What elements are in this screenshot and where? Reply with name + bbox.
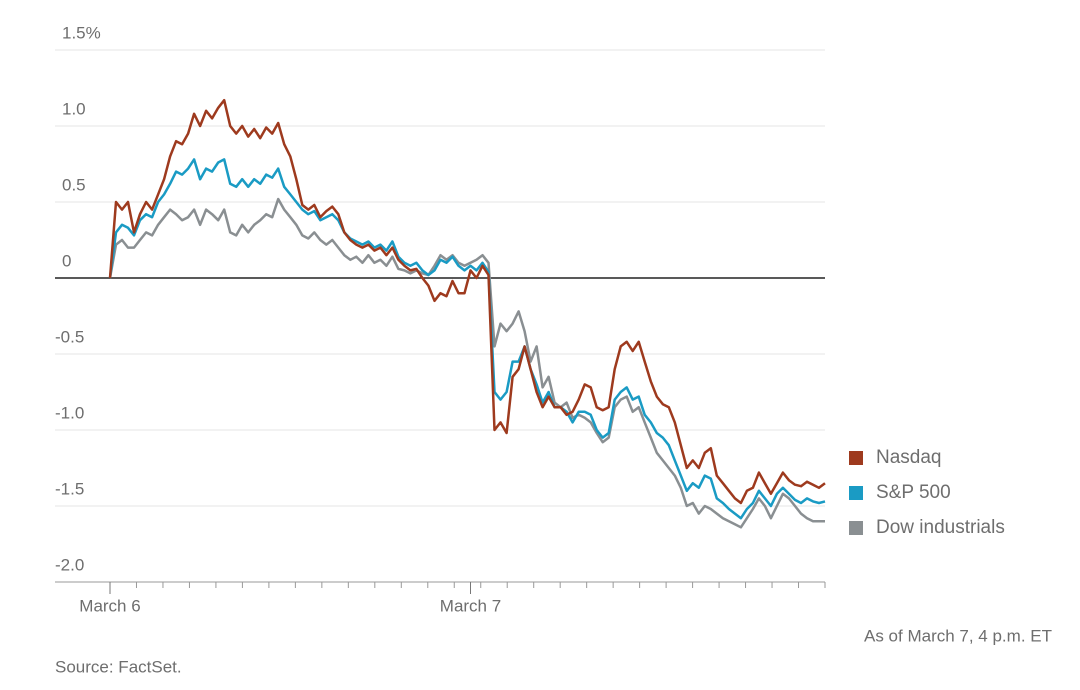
y-tick-label: 0.5 xyxy=(62,175,86,194)
legend-swatch xyxy=(849,521,863,535)
x-tick-label: March 7 xyxy=(440,596,501,615)
y-tick-label: -2.0 xyxy=(55,555,84,574)
legend-swatch xyxy=(849,486,863,500)
legend-swatch xyxy=(849,451,863,465)
series-line xyxy=(108,197,825,529)
source: Source: FactSet. xyxy=(55,657,182,676)
y-tick-label: 0 xyxy=(62,251,71,270)
y-tick-label: -1.5 xyxy=(55,479,84,498)
y-tick-label: 1.0 xyxy=(62,99,86,118)
legend-label: Dow industrials xyxy=(876,517,1005,538)
series-line xyxy=(108,98,826,505)
legend-label: Nasdaq xyxy=(876,447,942,468)
y-tick-label: -1.0 xyxy=(55,403,84,422)
y-tick-label: 1.5% xyxy=(62,23,101,42)
series-line xyxy=(108,158,826,520)
legend-label: S&P 500 xyxy=(876,482,951,503)
y-tick-label: -0.5 xyxy=(55,327,84,346)
note: As of March 7, 4 p.m. ET xyxy=(864,626,1052,645)
x-tick-label: March 6 xyxy=(79,596,140,615)
